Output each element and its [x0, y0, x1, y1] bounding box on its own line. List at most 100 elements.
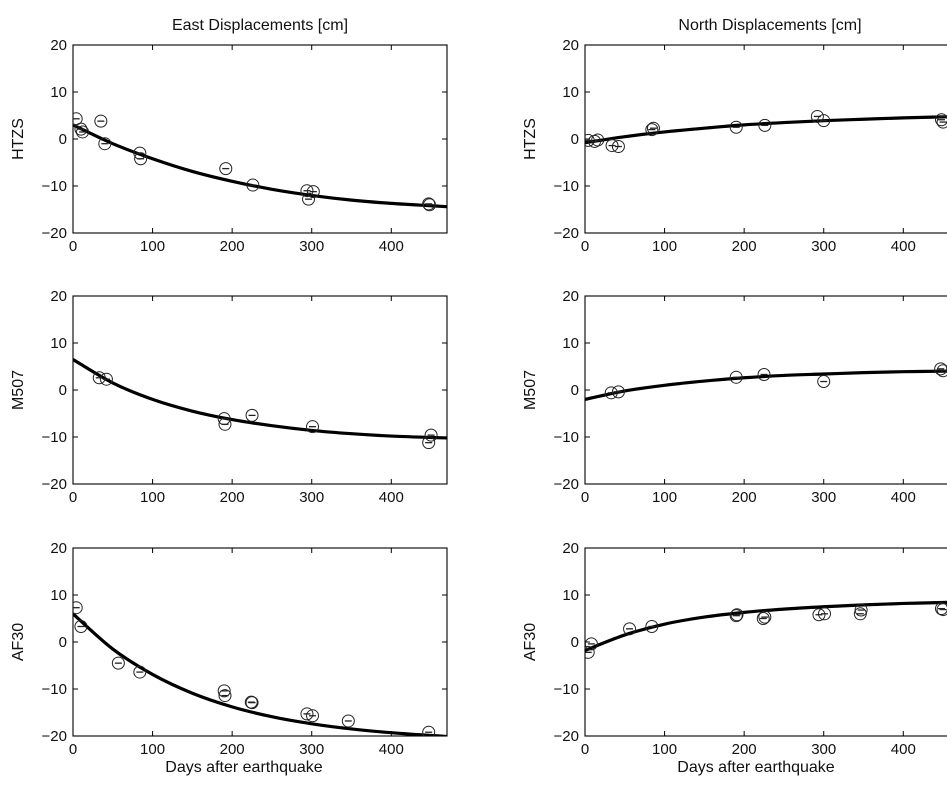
y-tick-label: −20 — [554, 728, 579, 745]
observation-circle — [92, 371, 106, 385]
observation-circle — [73, 601, 83, 615]
observation-point — [74, 122, 88, 136]
observation-circle — [302, 192, 316, 206]
observation-point — [94, 114, 108, 128]
observation-circle — [818, 607, 832, 621]
observation-circle — [936, 115, 947, 129]
observation-circle — [422, 725, 436, 736]
x-tick-label: 200 — [220, 238, 245, 255]
observation-circle — [245, 408, 259, 422]
x-tick-label: 0 — [69, 741, 77, 758]
observation-circle — [611, 385, 625, 399]
observation-circle — [422, 197, 436, 211]
y-tick-label: −10 — [554, 681, 579, 698]
y-tick-label: 0 — [59, 131, 67, 148]
observation-circle — [422, 436, 436, 450]
y-tick-label: 20 — [50, 37, 67, 54]
observation-circle — [591, 133, 605, 147]
observation-circle — [817, 375, 831, 389]
observation-point — [306, 420, 320, 434]
observation-point — [76, 125, 90, 139]
observation-circle — [99, 372, 113, 386]
y-tick-label: −20 — [554, 476, 579, 493]
observation-point — [422, 725, 436, 736]
x-tick-label: 300 — [811, 238, 836, 255]
model-curve — [585, 115, 947, 145]
y-tick-label: 10 — [562, 84, 579, 101]
x-tick-label: 200 — [732, 741, 757, 758]
observation-circle — [934, 602, 947, 616]
observation-point — [73, 601, 83, 615]
observation-circle — [218, 689, 232, 703]
observation-point — [219, 162, 233, 176]
observation-circle — [217, 684, 231, 698]
x-tick-label: 0 — [581, 238, 589, 255]
observation-point — [729, 609, 743, 623]
observation-point — [604, 386, 618, 400]
y-tick-label: 20 — [562, 540, 579, 557]
observation-point — [611, 385, 625, 399]
model-curve — [585, 600, 947, 652]
observation-circle — [936, 364, 947, 378]
x-tick-label: 100 — [652, 238, 677, 255]
station-label: M507 — [10, 370, 27, 410]
x-tick-label: 0 — [581, 489, 589, 506]
y-tick-label: 0 — [571, 634, 579, 651]
plot-frame — [584, 547, 947, 737]
y-tick-label: −10 — [42, 429, 67, 446]
x-tick-label: 300 — [299, 238, 324, 255]
observation-point — [757, 367, 771, 381]
observation-circle — [730, 608, 744, 622]
observation-point — [730, 608, 744, 622]
observation-circle — [111, 656, 125, 670]
observation-circle — [756, 612, 770, 625]
y-tick-label: 0 — [571, 131, 579, 148]
observation-point — [645, 123, 659, 137]
observation-point — [818, 607, 832, 621]
x-tick-label: 300 — [299, 489, 324, 506]
observation-circle — [98, 137, 112, 151]
observation-point — [758, 610, 772, 624]
y-tick-label: 10 — [562, 587, 579, 604]
observation-circle — [605, 139, 619, 153]
plot-area — [73, 112, 447, 212]
observation-point — [817, 114, 831, 128]
model-curve — [585, 369, 947, 401]
observation-point — [934, 602, 947, 616]
observation-point — [623, 622, 637, 636]
y-tick-label: −10 — [42, 178, 67, 195]
observation-circle — [133, 665, 147, 679]
observation-point — [99, 372, 113, 386]
y-tick-label: 20 — [50, 288, 67, 305]
y-tick-label: 0 — [571, 382, 579, 399]
observation-point — [306, 709, 320, 723]
observation-circle — [729, 370, 743, 384]
observation-point — [218, 417, 232, 431]
x-tick-label: 0 — [69, 489, 77, 506]
y-tick-label: 10 — [50, 587, 67, 604]
plot-area — [73, 601, 447, 736]
station-label: M507 — [522, 370, 539, 410]
observation-point — [218, 689, 232, 703]
x-tick-label: 400 — [891, 238, 916, 255]
observation-point — [936, 115, 947, 129]
x-tick-label: 200 — [732, 238, 757, 255]
panel-htzs-east: 0 100 200 300 400 −20 −10 0 10 20 HTZS — [10, 37, 448, 255]
observation-point — [646, 121, 660, 135]
plot-area — [585, 109, 947, 154]
panel-af30-east: 0 100 200 300 400 −20 −10 0 10 20 AF30 Days after e… — [10, 540, 448, 776]
observation-circle — [218, 417, 232, 431]
x-tick-label: 100 — [140, 238, 165, 255]
y-tick-label: −10 — [42, 681, 67, 698]
observation-point — [245, 408, 259, 422]
observation-circle — [611, 140, 625, 154]
observation-circle — [306, 709, 320, 723]
x-axis-label: Days after earthquake — [165, 759, 323, 776]
y-tick-label: 10 — [50, 84, 67, 101]
observation-point — [729, 120, 743, 134]
observation-point — [245, 696, 259, 710]
model-curve — [73, 123, 447, 209]
x-tick-label: 100 — [652, 741, 677, 758]
observation-point — [341, 714, 355, 728]
